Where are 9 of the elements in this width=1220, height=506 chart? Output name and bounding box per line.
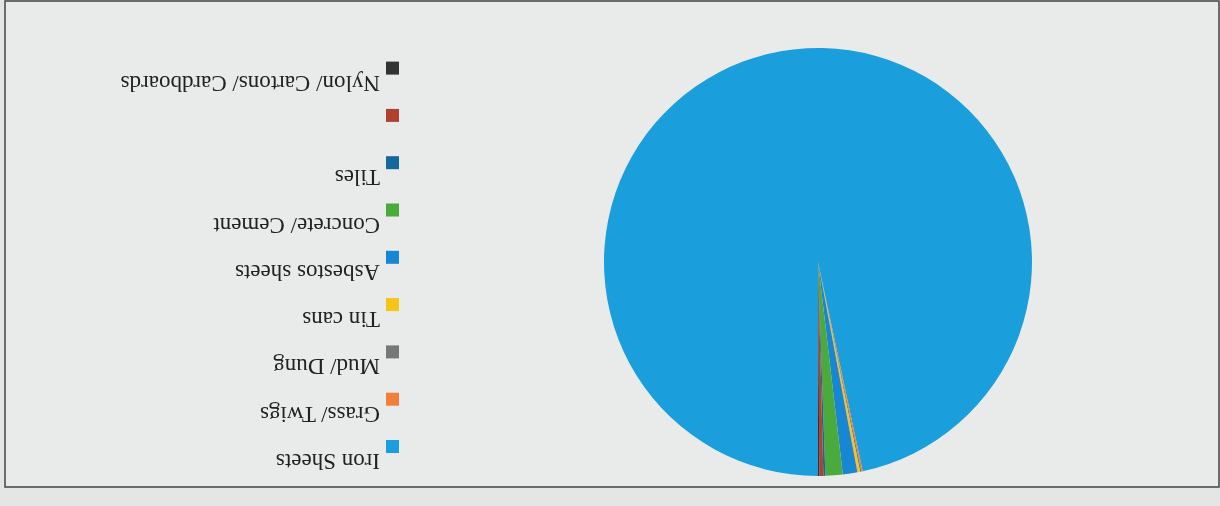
pie-slice bbox=[604, 48, 1032, 476]
legend-label: Asbestos sheets bbox=[234, 259, 380, 285]
legend-label: Tin cans bbox=[302, 307, 380, 333]
legend-label: Tiles bbox=[334, 165, 380, 191]
legend-label: Mud/ Dung bbox=[272, 354, 380, 380]
legend-label: Grass/ Twigs bbox=[259, 401, 380, 427]
legend-label: Iron Sheets bbox=[275, 449, 380, 474]
legend-label: Concrete/ Cement bbox=[212, 212, 380, 238]
legend-label: Nylon/ Cartons/ Cardboards bbox=[120, 70, 380, 96]
